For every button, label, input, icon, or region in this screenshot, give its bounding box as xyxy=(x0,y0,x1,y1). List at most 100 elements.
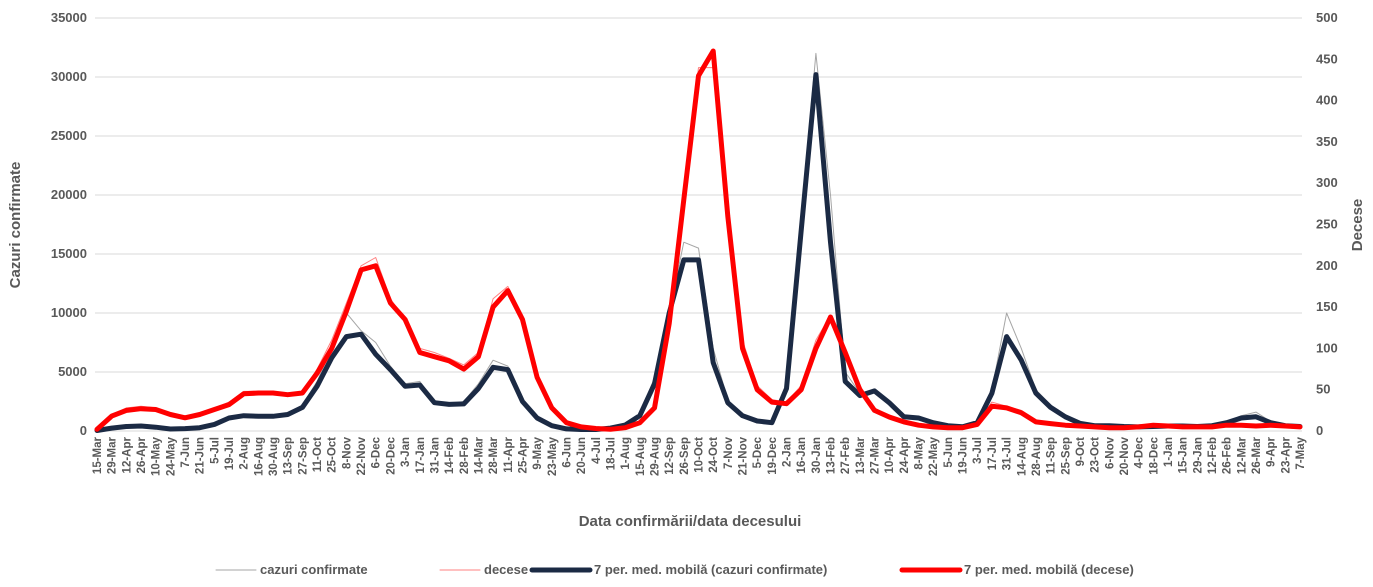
x-tick-label: 19-Jun xyxy=(958,437,970,474)
x-tick-label: 19-Jul xyxy=(224,437,236,470)
y2-tick-label: 450 xyxy=(1316,51,1338,66)
x-tick-label: 25-Apr xyxy=(517,436,529,473)
x-tick-label: 2-Aug xyxy=(239,437,251,470)
x-tick-label: 28-Feb xyxy=(459,437,471,474)
x-tick-label: 1-Jan xyxy=(1163,437,1175,467)
x-tick-label: 27-Mar xyxy=(870,436,882,474)
x-tick-label: 14-Feb xyxy=(444,437,456,474)
x-tick-label: 16-Jan xyxy=(796,437,808,473)
x-tick-label: 24-May xyxy=(165,436,177,476)
y-tick-label: 15000 xyxy=(51,246,87,261)
x-tick-label: 21-Nov xyxy=(738,436,750,475)
x-tick-label: 23-Oct xyxy=(1090,437,1102,473)
x-tick-label: 11-Sep xyxy=(1046,437,1058,474)
x-tick-label: 13-Sep xyxy=(283,437,295,475)
x-tick-label: 30-Jan xyxy=(811,437,823,473)
x-tick-label: 29-Aug xyxy=(649,437,661,476)
x-tick-label: 9-May xyxy=(532,436,544,469)
x-tick-label: 23-Apr xyxy=(1280,436,1292,473)
x-tick-label: 3-Jan xyxy=(400,437,412,467)
x-tick-label: 11-Oct xyxy=(312,437,324,472)
y-tick-label: 35000 xyxy=(51,10,87,25)
x-tick-label: 15-Jan xyxy=(1178,437,1190,473)
x-tick-label: 31-Jan xyxy=(429,437,441,473)
x-tick-label: 20-Dec xyxy=(385,436,397,474)
x-tick-label: 21-Jun xyxy=(195,437,207,474)
x-tick-label: 15-Mar xyxy=(92,436,104,474)
x-tick-label: 17-Jan xyxy=(415,437,427,473)
x-tick-label: 12-Feb xyxy=(1207,437,1219,474)
x-tick-label: 23-May xyxy=(547,436,559,476)
x-tick-label: 29-Jan xyxy=(1192,437,1204,473)
legend: cazuri confirmate decese 7 per. med. mobil… xyxy=(215,562,1134,577)
x-tick-label: 9-Apr xyxy=(1266,436,1278,467)
y-axis-title: Cazuri confirmate xyxy=(7,162,24,289)
x-tick-label: 20-Nov xyxy=(1119,436,1131,475)
legend-label: decese xyxy=(484,562,528,577)
x-tick-label: 27-Feb xyxy=(840,437,852,474)
y-tick-label: 10000 xyxy=(51,305,87,320)
x-tick-label: 10-Apr xyxy=(884,436,896,473)
x-tick-label: 19-Dec xyxy=(767,436,779,474)
x-tick-label: 10-May xyxy=(151,436,163,476)
x-tick-label: 2-Jan xyxy=(782,437,794,467)
x-tick-label: 7-Jun xyxy=(180,437,192,468)
y-tick-label: 5000 xyxy=(58,364,87,379)
x-tick-label: 16-Aug xyxy=(253,437,265,476)
x-tick-label: 13-Feb xyxy=(826,437,838,474)
x-tick-label: 18-Jul xyxy=(605,437,617,470)
y-tick-label: 0 xyxy=(80,423,87,438)
x-tick-label: 10-Oct xyxy=(694,437,706,473)
y2-tick-label: 500 xyxy=(1316,10,1338,25)
x-tick-label: 5-Jun xyxy=(943,437,955,468)
x-tick-label: 28-Mar xyxy=(488,436,500,474)
x-tick-label: 15-Aug xyxy=(635,437,647,476)
x-tick-label: 18-Dec xyxy=(1148,436,1160,474)
x-tick-label: 8-May xyxy=(914,436,926,469)
y-axis-left: 0 5000 10000 15000 20000 25000 30000 35000 xyxy=(51,10,87,438)
x-tick-label: 6-Nov xyxy=(1104,436,1116,469)
x-tick-label: 27-Sep xyxy=(297,437,309,475)
x-tick-label: 22-Nov xyxy=(356,436,368,475)
x-tick-label: 28-Aug xyxy=(1031,437,1043,476)
x-tick-label: 3-Jul xyxy=(972,437,984,464)
y2-tick-label: 250 xyxy=(1316,217,1338,232)
x-tick-label: 1-Aug xyxy=(620,437,632,470)
x-tick-label: 14-Mar xyxy=(473,436,485,474)
x-tick-label: 4-Dec xyxy=(1134,436,1146,468)
x-axis-title: Data confirmării/data decesului xyxy=(579,513,802,530)
legend-label: cazuri confirmate xyxy=(260,562,368,577)
x-tick-label: 6-Dec xyxy=(371,436,383,468)
x-tick-label: 26-Feb xyxy=(1222,437,1234,474)
y2-tick-label: 150 xyxy=(1316,299,1338,314)
x-tick-label: 7-May xyxy=(1295,436,1307,469)
gridlines xyxy=(95,17,1302,432)
y2-axis-title: Decese xyxy=(1349,199,1366,252)
x-tick-label: 6-Jun xyxy=(561,437,573,468)
x-tick-label: 14-Aug xyxy=(1016,437,1028,476)
x-tick-label: 11-Apr xyxy=(503,436,515,472)
x-tick-label: 20-Jun xyxy=(576,437,588,474)
y-axis-right: 0 50 100 150 200 250 300 350 400 450 500 xyxy=(1316,10,1338,438)
x-tick-label: 12-Mar xyxy=(1236,436,1248,474)
y2-tick-label: 400 xyxy=(1316,93,1338,108)
y2-tick-label: 100 xyxy=(1316,340,1338,355)
x-tick-label: 7-Nov xyxy=(723,436,735,469)
x-tick-label: 17-Jul xyxy=(987,437,999,470)
y-tick-label: 30000 xyxy=(51,69,87,84)
x-tick-label: 13-Mar xyxy=(855,436,867,474)
x-tick-label: 12-Sep xyxy=(664,437,676,475)
x-tick-label: 30-Aug xyxy=(268,437,280,476)
series-line-mobile-avg-decese xyxy=(94,48,1303,432)
x-tick-label: 26-Sep xyxy=(679,437,691,475)
y2-tick-label: 200 xyxy=(1316,258,1338,273)
x-tick-label: 9-Oct xyxy=(1075,437,1087,467)
y2-tick-label: 300 xyxy=(1316,175,1338,190)
x-tick-label: 5-Jul xyxy=(209,437,221,464)
x-tick-label: 25-Sep xyxy=(1060,437,1072,475)
x-tick-label: 8-Nov xyxy=(341,436,353,469)
y2-tick-label: 350 xyxy=(1316,134,1338,149)
x-tick-label: 26-Mar xyxy=(1251,436,1263,474)
x-tick-label: 22-May xyxy=(928,436,940,476)
x-tick-label: 26-Apr xyxy=(136,436,148,473)
